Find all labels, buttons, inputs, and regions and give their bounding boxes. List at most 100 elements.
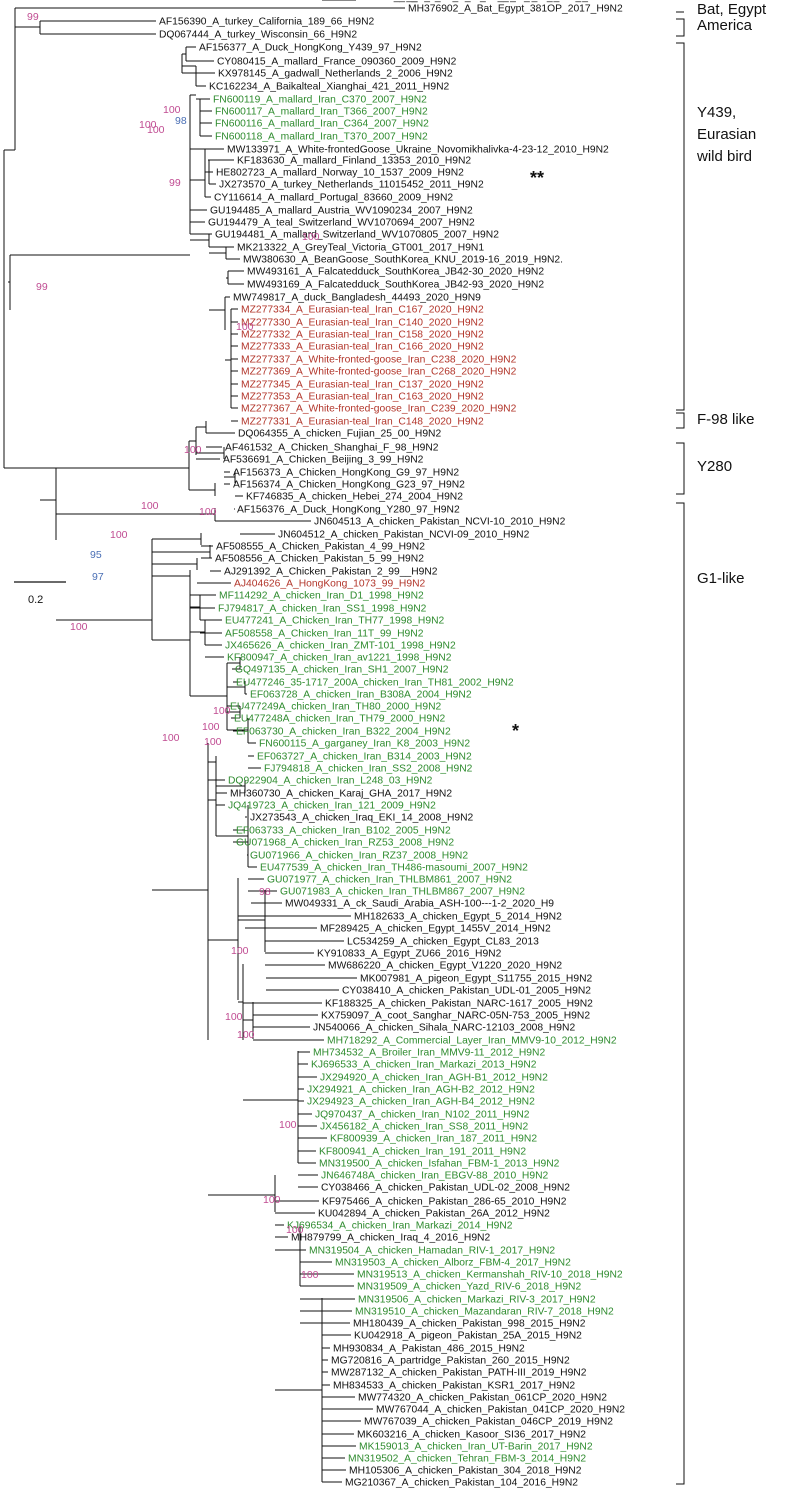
leaf-label: AF156390_A_turkey_California_189_66_H9N2 (159, 17, 375, 28)
leaf-label: AF156377_A_Duck_HongKong_Y439_97_H9N2 (199, 43, 422, 54)
marker-asterisk: ** (530, 168, 544, 188)
leaf-label: MH182633_A_chicken_Egypt_5_2014_H9N2 (354, 912, 562, 923)
leaf-label: MZ277332_A_Eurasian-teal_Iran_C158_2020_… (241, 330, 484, 341)
leaf-label: EF063727_A_chicken_Iran_B314_2003_H9N2 (257, 752, 472, 763)
leaf-label: JX465626_A_chicken_Iran_ZMT-101_1998_H9N… (225, 641, 456, 652)
clade-brackets (676, 11, 685, 1485)
leaf-label: DQ067444_A_turkey_Wisconsin_66_H9N2 (159, 30, 357, 41)
leaf-label: GU194481_A_mallard_Switzerland_WV1070805… (215, 230, 499, 241)
bootstrap-value: 98 (259, 886, 271, 898)
bootstrap-value: 100 (139, 119, 157, 131)
leaf-label: AJ404626_A_HongKong_1073_99_H9N2 (234, 579, 425, 590)
leaf-label: FJ794818_A_chicken_Iran_SS2_2008_H9N2 (264, 764, 473, 775)
leaf-label: MN319510_A_chicken_Mazandaran_RIV-7_2018… (355, 1307, 614, 1318)
leaf-label: MZ277345_A_Eurasian-teal_Iran_C137_2020_… (241, 380, 484, 391)
leaf-label: AF461532_A_Chicken_Shanghai_F_98_H9N2 (225, 443, 439, 454)
leaf-label: GQ497135_A_chicken_Iran_SH1_2007_H9N2 (235, 665, 449, 676)
bootstrap-value: 100 (236, 321, 254, 333)
leaf-label: JX273543_A_chicken_Iraq_EKI_14_2008_H9N2 (250, 813, 474, 824)
leaf-label: MH180439_A_chicken_Pakistan_998_2015_H9N… (353, 1319, 586, 1330)
leaf-label: AF156374_A_Chicken_HongKong_G23_97_H9N2 (233, 480, 465, 491)
leaf-label: MH718292_A_Commercial_Layer_Iran_MMV9-10… (327, 1036, 617, 1047)
leaf-label: MZ277353_A_Eurasian-teal_Iran_C163_2020_… (241, 392, 484, 403)
leaf-label: MH105306_A_chicken_Pakistan_304_2018_H9N… (349, 1466, 582, 1477)
clade-label: Y280 (697, 458, 732, 475)
leaf-label: EF063728_A_chicken_Iran_B308A_2004_H9N2 (250, 690, 472, 701)
leaf-label: JQ970437_A_chicken_Iran_N102_2011_H9N2 (315, 1110, 530, 1121)
bootstrap-value: 100 (162, 732, 180, 744)
leaf-label: CY038410_A_chicken_Pakistan_UDL-01_2005_… (342, 986, 591, 997)
leaf-label: MF289425_A_chicken_Egypt_1455V_2014_H9N2 (320, 924, 551, 935)
bootstrap-value: 100 (279, 1119, 297, 1131)
leaf-label: AF156376_A_Duck_HongKong_Y280_97_H9N2 (237, 505, 460, 516)
leaf-label: MW287132_A_chicken_Pakistan_PATH-III_201… (331, 1368, 587, 1379)
bootstrap-value: 100 (213, 705, 231, 717)
leaf-label: MW749817_A_duck_Bangladesh_44493_2020_H9… (233, 293, 481, 304)
leaf-label: KF188325_A_chicken_Pakistan_NARC-1617_20… (325, 999, 593, 1010)
clade-label: F-98 like (697, 411, 755, 428)
leaf-label: FJ794817_A_chicken_Iran_SS1_1998_H9N2 (218, 604, 427, 615)
leaf-label: MG210367_A_chicken_Pakistan_104_2016_H9N… (345, 1478, 578, 1489)
leaf-label: MH734532_A_Broiler_Iran_MMV9-11_2012_H9N… (313, 1048, 545, 1059)
leaf-label: MZ277334_A_Eurasian-teal_Iran_C167_2020_… (241, 305, 484, 316)
leaf-label: KU042918_A_pigeon_Pakistan_25A_2015_H9N2 (354, 1331, 582, 1342)
bootstrap-value: 100 (202, 721, 220, 733)
leaf-label: MN319504_A_chicken_Hamadan_RIV-1_2017_H9… (309, 1246, 555, 1257)
clade-bracket (676, 18, 685, 37)
leaf-labels: MH376902_A_Bat_Egypt_381OP_2017_H9N2 AF15… (159, 0, 625, 1489)
leaf-label: MH930834_A_Pakistan_486_2015_H9N2 (333, 1344, 525, 1355)
bootstrap-value: 100 (199, 506, 217, 518)
leaf-label: CY116614_A_mallard_Portugal_83660_2009_H… (214, 193, 453, 204)
leaf-label: MN319500_A_chicken_Isfahan_FBM-1_2013_H9… (319, 1159, 560, 1170)
leaf-label: GU071977_A_chicken_Iran_THLBM861_2007_H9… (267, 875, 512, 886)
bootstrap-value: 100 (70, 621, 88, 633)
leaf-label: KF183630_A_mallard_Finland_13353_2010_H9… (237, 156, 471, 167)
leaf-label: EU477539_A_chicken_Iran_TH486-masoumi_20… (260, 863, 528, 874)
bootstrap-value: 97 (92, 571, 104, 583)
leaf-label: MN319506_A_chicken_Markazi_RIV-3_2017_H9… (358, 1295, 596, 1306)
clade-bracket (676, 412, 685, 429)
leaf-label: JX273570_A_turkey_Netherlands_11015452_2… (219, 180, 484, 191)
leaf-label: MH879799_A_chicken_Iraq_4_2016_H9N2 (291, 1233, 490, 1244)
bootstrap-value: 100 (163, 104, 181, 116)
clade-bracket (676, 442, 685, 495)
bootstrap-value: 95 (90, 549, 102, 561)
leaf-label: MW686220_A_chicken_Egypt_V1220_2020_H9N2 (328, 961, 562, 972)
leaf-label: GU194479_A_teal_Switzerland_WV1070694_20… (208, 218, 475, 229)
bootstrap-value: 100 (110, 529, 128, 541)
clade-label: Y439, (697, 104, 736, 121)
bootstrap-value: 100 (231, 945, 249, 957)
leaf-label: AF508558_A_Chicken_Iran_11T_99_H9N2 (225, 629, 424, 640)
leaf-label: KF746835_A_chicken_Hebei_274_2004_H9N2 (246, 492, 463, 503)
clade-label: wild bird (696, 148, 752, 165)
leaf-label: EU477249A_chicken_Iran_TH80_2000_H9N2 (230, 702, 442, 713)
bootstrap-value: 100 (225, 1011, 243, 1023)
leaf-label: CY080415_A_mallard_France_090360_2009_H9… (217, 57, 457, 68)
leaf-label: LC534259_A_chicken_Egypt_CL83_2013 (347, 937, 539, 948)
leaf-label: MZ277367_A_White-fronted-goose_Iran_C239… (241, 404, 517, 415)
leaf-label: GU071968_A_chicken_Iran_RZ53_2008_H9N2 (236, 838, 454, 849)
leaf-label: KC162234_A_Baikalteal_Xianghai_421_2011_… (209, 82, 450, 93)
leaf-label: MK603216_A_chicken_Kasoor_SI36_2017_H9N2 (357, 1430, 586, 1441)
leaf-label: KX759097_A_coot_Sanghar_NARC-05N-753_200… (321, 1011, 590, 1022)
leaf-label: EF063733_A_chicken_Iran_B102_2005_H9N2 (236, 826, 451, 837)
leaf-label: MW767044_A_chicken_Pakistan_041CP_2020_H… (376, 1405, 625, 1416)
bootstrap-value: 100 (301, 1269, 319, 1281)
clade-label: Bat, Egypt (697, 1, 767, 18)
leaf-label: CY038466_A_chicken_Pakistan_UDL-02_2008_… (321, 1183, 570, 1194)
leaf-label: MZ277337_A_White-fronted-goose_Iran_C238… (241, 355, 517, 366)
leaf-label: MH360730_A_chicken_Karaj_GHA_2017_H9N2 (230, 789, 452, 800)
bootstrap-value: 100 (237, 1029, 255, 1041)
leaf-label: JX294920_A_chicken_Iran_AGH-B1_2012_H9N2 (320, 1073, 548, 1084)
bootstrap-value: 98 (175, 115, 187, 127)
leaf-label: KU042894_A_chicken_Pakistan_26A_2012_H9N… (318, 1209, 550, 1220)
leaf-label: MK348244_A_Aves_Pakistan_334_2018_H9N2 (344, 0, 564, 3)
leaf-label: EU477248A_chicken_Iran_TH79_2000_H9N2 (234, 714, 446, 725)
leaf-label: KF975466_A_chicken_Pakistan_286-65_2010_… (322, 1197, 567, 1208)
leaf-label: MK213322_A_GreyTeal_Victoria_GT001_2017_… (237, 243, 484, 254)
marker-labels: *** (512, 168, 544, 741)
leaf-label: MH376902_A_Bat_Egypt_381OP_2017_H9N2 (408, 4, 623, 15)
leaf-label: KF800939_A_chicken_Iran_187_2011_H9N2 (330, 1134, 537, 1145)
leaf-label: DQ922904_A_chicken_Iran_L248_03_H9N2 (228, 776, 433, 787)
